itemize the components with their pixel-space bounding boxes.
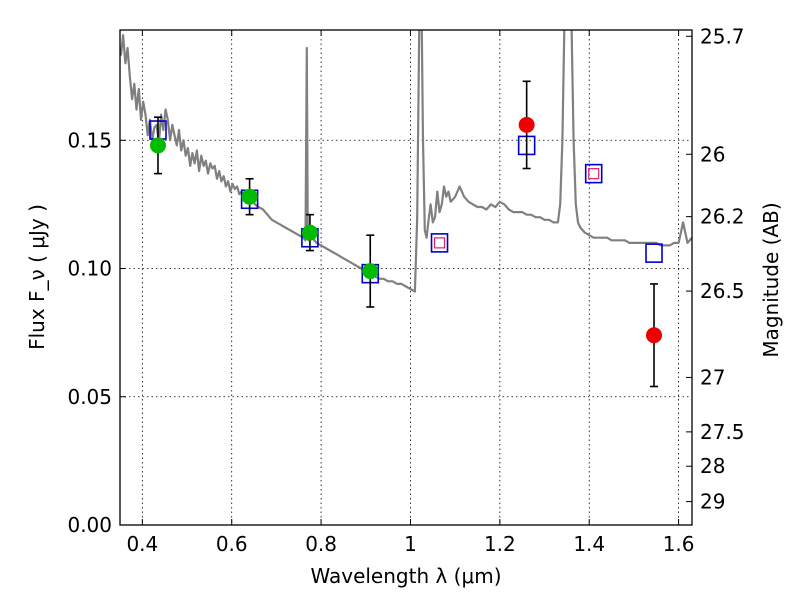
x-tick-label: 1.4 — [573, 532, 605, 556]
right-tick-label: 27 — [700, 365, 725, 389]
x-tick-label: 0.4 — [126, 532, 158, 556]
model-point-small-square — [588, 168, 600, 180]
marker-layer — [149, 80, 663, 388]
right-tick-label: 26.5 — [700, 279, 745, 303]
y-tick-label: 0.05 — [67, 385, 112, 409]
model-point-square — [430, 233, 449, 253]
x-tick-label: 0.6 — [216, 532, 248, 556]
right-tick-label: 26 — [700, 142, 725, 166]
right-tick-label: 28 — [700, 454, 725, 478]
data-point-circle — [301, 224, 318, 241]
x-tick-label: 1 — [404, 532, 417, 556]
data-point-circle — [518, 116, 535, 133]
x-tick-label: 1.6 — [663, 532, 695, 556]
x-axis-title: Wavelength λ (μm) — [310, 564, 501, 588]
x-tick-label: 1.2 — [484, 532, 516, 556]
data-point-circle — [241, 188, 258, 205]
x-tick-label: 0.8 — [305, 532, 337, 556]
model-point-small-square — [433, 237, 446, 249]
data-layer — [120, 30, 692, 293]
right-axis-title: Magnitude (AB) — [759, 202, 783, 357]
right-tick-label: 27.5 — [700, 420, 745, 444]
model-point-square — [584, 163, 603, 184]
spectrum-line — [120, 30, 692, 293]
model-point-square — [645, 243, 663, 263]
y-tick-label: 0.15 — [67, 128, 112, 152]
data-point-circle — [646, 327, 663, 344]
right-tick-label: 25.7 — [700, 24, 745, 48]
y-axis-title: Flux F_ν ( μJy ) — [25, 204, 49, 350]
right-tick-label: 26.2 — [700, 205, 745, 229]
plot-frame — [119, 29, 693, 526]
data-point-circle — [362, 263, 379, 280]
y-tick-label: 0.00 — [67, 513, 112, 537]
y-tick-label: 0.10 — [67, 257, 112, 281]
data-point-circle — [149, 137, 166, 154]
ticks: 0.4 0.6 0.8 1 1.2 1.4 1.6 0.00 0.05 0.10 0.15 25.7 2… — [67, 24, 744, 556]
right-tick-label: 29 — [700, 490, 725, 514]
